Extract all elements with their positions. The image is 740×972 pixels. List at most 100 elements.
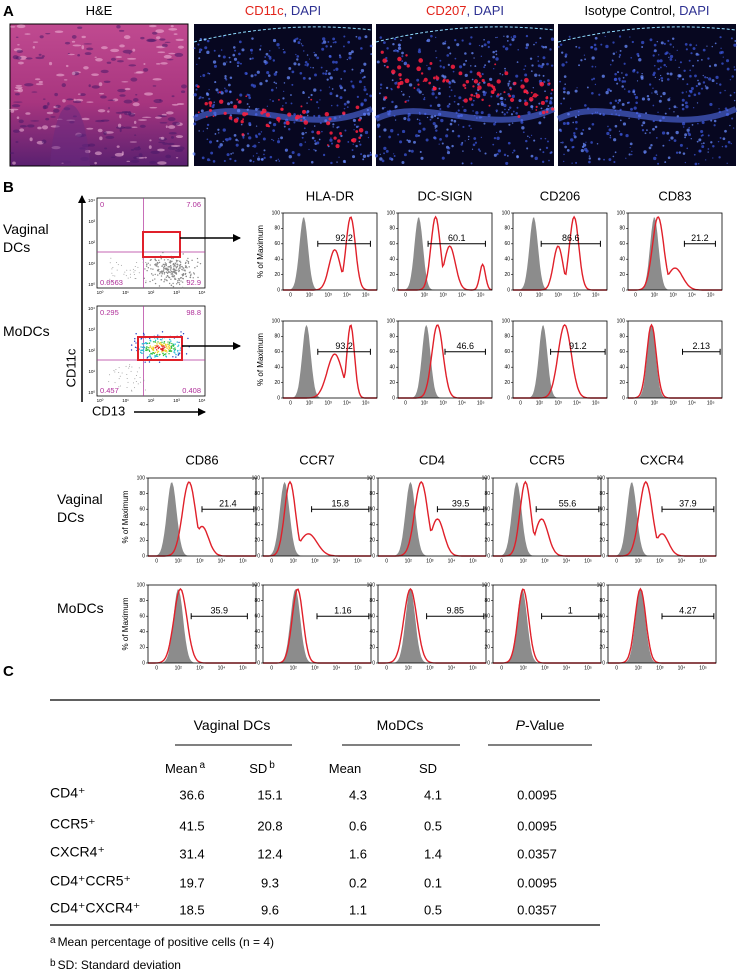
nucleus [515,112,518,115]
event-dot [181,265,183,268]
event-dot [165,279,168,281]
positive-cell [524,101,529,106]
nucleus [443,75,447,79]
nucleus [689,43,692,47]
nucleus [600,43,603,46]
nucleus [720,47,722,49]
event-dot [173,343,175,345]
cell [174,52,184,57]
x-tick-label: 10³ [440,292,448,298]
positive-cell [310,98,313,101]
nucleus [480,111,484,115]
event-dot [156,269,159,272]
nucleus [208,89,210,91]
event-dot [154,278,156,280]
cell-value: 0.0357 [517,846,557,861]
nucleus [346,58,348,61]
nucleus [487,40,491,44]
event-dot [145,347,148,350]
gate-percent: 9.85 [446,606,464,616]
nucleus [362,154,367,158]
cell [84,52,92,56]
y-tick-label: 80 [369,491,375,497]
nucleus [695,84,698,88]
cell [15,141,19,143]
positive-cell [551,88,554,92]
positive-cell [219,91,221,94]
nucleus [534,156,538,161]
dot-plot-x-tick: 10¹ [122,398,129,403]
nucleus [667,39,670,42]
event-dot [162,354,165,357]
nucleus [651,92,653,94]
nucleus [355,144,358,148]
nucleus [582,143,587,147]
nucleus [662,144,665,147]
event-dot [175,283,178,285]
nucleus [366,93,369,96]
cell [66,98,74,101]
positive-cell [530,91,533,94]
nucleus [695,52,699,56]
nucleus [269,50,271,52]
nucleus [495,57,499,61]
isotype-histogram [283,324,377,398]
positive-cell [470,93,474,97]
nucleus [229,114,233,117]
event-dot [188,266,190,268]
positive-cell [523,89,528,94]
positive-cell [535,109,538,111]
nucleus [547,79,550,82]
nucleus [311,136,315,140]
nucleus [290,102,293,105]
nucleus [681,103,684,107]
cell-value: 0.2 [349,875,367,890]
nucleus [229,76,233,80]
event-dot [165,355,167,357]
histogram-frame [512,320,608,399]
nucleus [527,135,529,138]
event-dot [134,270,136,272]
event-dot [170,340,172,342]
x-tick-label: 10⁵ [699,558,707,564]
nucleus [632,90,636,94]
nucleus [438,143,440,145]
cell [50,116,56,118]
y-tick-label: 80 [139,598,145,604]
positive-cell [285,121,290,125]
nucleus [228,137,232,141]
nucleus [701,134,704,137]
nucleus [707,134,710,137]
event-dot [171,342,173,345]
nucleus [462,125,465,129]
cell [167,125,176,129]
y-tick-label: 0 [142,553,145,559]
nucleus [594,36,598,40]
footnote-mark: b [269,760,275,771]
event-dot [158,285,161,287]
event-dot [147,346,149,349]
histogram-frame [397,320,493,399]
dot-plot-x-tick: 10⁰ [97,398,104,403]
nucleus [206,50,210,54]
cell-value: 0.5 [424,818,442,833]
nucleus [248,121,252,125]
event-dot [143,380,145,382]
nucleus [229,90,232,93]
nucleus [301,136,304,139]
nucleus [648,146,652,150]
x-tick-label: 10³ [670,400,678,406]
event-dot [154,351,156,354]
nucleus [344,161,346,164]
cell [79,93,86,97]
cell [100,69,109,74]
event-dot [146,263,148,266]
x-tick-label: 10² [421,292,429,298]
nucleus [220,49,223,51]
nucleus [313,51,315,54]
event-dot [163,342,165,344]
y-tick-label: 40 [139,522,145,528]
event-dot [177,280,179,282]
event-dot [160,344,163,346]
